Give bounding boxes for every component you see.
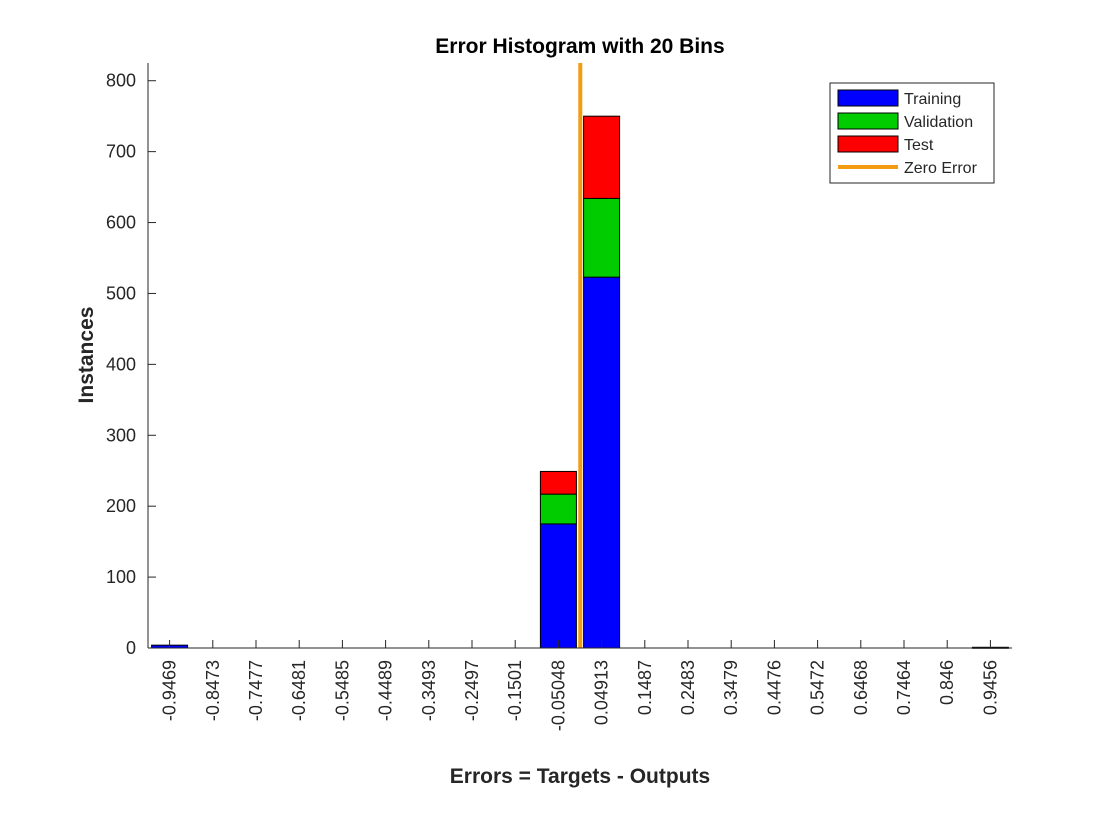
y-tick-label-100: 100 bbox=[106, 567, 136, 587]
x-tick-label-13: 0.3479 bbox=[721, 660, 741, 715]
y-tick-label-600: 600 bbox=[106, 213, 136, 233]
y-tick-label-800: 800 bbox=[106, 71, 136, 91]
y-axis-label: Instances bbox=[75, 307, 98, 404]
x-tick-label-1: -0.8473 bbox=[203, 660, 223, 721]
bar-training-9 bbox=[539, 523, 577, 649]
x-tick-label-4: -0.5485 bbox=[332, 660, 352, 721]
legend-label-validation: Validation bbox=[904, 114, 973, 131]
x-tick-label-3: -0.6481 bbox=[289, 660, 309, 721]
x-tick-label-2: -0.7477 bbox=[246, 660, 266, 721]
x-tick-label-14: 0.4476 bbox=[764, 660, 784, 715]
x-tick-label-11: 0.1487 bbox=[635, 660, 655, 715]
x-tick-label-12: 0.2483 bbox=[678, 660, 698, 715]
x-tick-label-17: 0.7464 bbox=[894, 660, 914, 715]
bar-test-10 bbox=[583, 115, 621, 199]
bar-test-9 bbox=[539, 470, 577, 495]
x-tick-label-5: -0.4489 bbox=[376, 660, 396, 721]
legend-label-test: Test bbox=[904, 137, 934, 154]
x-tick-labels: -0.9469 -0.8473 -0.7477 -0.6481 -0.5485 -0.44… bbox=[160, 660, 1001, 731]
bar-validation-10 bbox=[583, 197, 621, 278]
legend: Training Validation Test Zero Error bbox=[829, 82, 995, 184]
x-tick-label-15: 0.5472 bbox=[808, 660, 828, 715]
bar-validation-9 bbox=[539, 493, 577, 525]
x-tick-label-0: -0.9469 bbox=[160, 660, 180, 721]
legend-swatch-test bbox=[837, 135, 899, 153]
legend-swatch-training bbox=[837, 89, 899, 107]
chart-title: Error Histogram with 20 Bins bbox=[435, 35, 724, 58]
x-tick-label-18: 0.846 bbox=[937, 660, 957, 705]
y-tick-labels: 0 100 200 300 400 500 600 700 800 bbox=[106, 71, 136, 658]
legend-label-zero-error: Zero Error bbox=[904, 160, 978, 177]
legend-label-training: Training bbox=[904, 91, 961, 108]
axes-layer bbox=[147, 63, 1012, 649]
y-tick-label-700: 700 bbox=[106, 142, 136, 162]
bars-layer bbox=[151, 115, 1009, 649]
x-tick-label-16: 0.6468 bbox=[851, 660, 871, 715]
x-tick-label-8: -0.1501 bbox=[505, 660, 525, 721]
y-tick-label-500: 500 bbox=[106, 283, 136, 303]
bar-training-10 bbox=[583, 276, 621, 649]
y-tick-label-0: 0 bbox=[126, 638, 136, 658]
x-tick-label-9: -0.05048 bbox=[548, 660, 568, 731]
x-tick-label-10: 0.04913 bbox=[592, 660, 612, 725]
x-axis-label: Errors = Targets - Outputs bbox=[450, 765, 710, 788]
x-tick-label-6: -0.3493 bbox=[419, 660, 439, 721]
y-tick-label-300: 300 bbox=[106, 425, 136, 445]
legend-swatch-validation bbox=[837, 112, 899, 130]
y-tick-label-200: 200 bbox=[106, 496, 136, 516]
y-tick-label-400: 400 bbox=[106, 354, 136, 374]
x-tick-label-7: -0.2497 bbox=[462, 660, 482, 721]
x-tick-label-19: 0.9456 bbox=[980, 660, 1000, 715]
